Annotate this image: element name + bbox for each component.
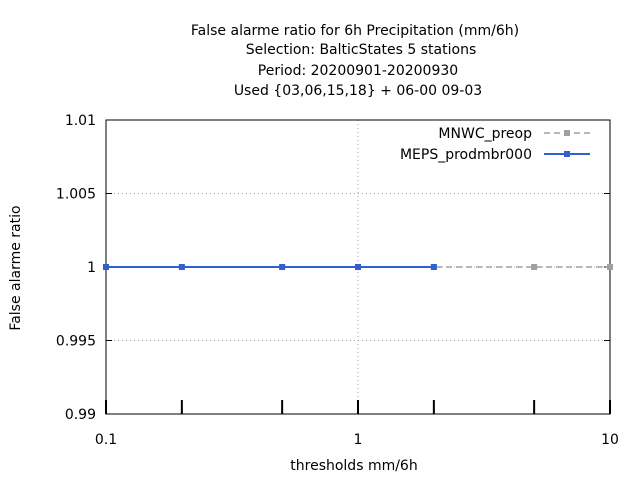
title-line-1: False alarme ratio for 6h Precipitation … bbox=[191, 23, 519, 39]
legend: MNWC_preop MEPS_prodmbr000 bbox=[400, 126, 590, 163]
series-layer bbox=[103, 264, 613, 270]
legend-label: MEPS_prodmbr000 bbox=[400, 147, 532, 163]
data-point-MEPS_prodmbr000 bbox=[178, 264, 185, 270]
y-tick-label: 0.99 bbox=[65, 407, 96, 423]
data-point-MEPS_prodmbr000 bbox=[355, 264, 361, 270]
data-point-MNWC_preop bbox=[531, 264, 538, 270]
y-axis-label: False alarme ratio bbox=[8, 205, 24, 330]
title-line-4: Used {03,06,15,18} + 06-00 09-03 bbox=[234, 83, 482, 99]
title-line-3: Period: 20200901-20200930 bbox=[258, 63, 458, 79]
legend-marker bbox=[564, 130, 570, 136]
x-tick-label: 1 bbox=[354, 432, 363, 448]
x-tick-label: 0.1 bbox=[95, 432, 117, 448]
x-tick-marks bbox=[105, 400, 611, 414]
x-axis-label: thresholds mm/6h bbox=[290, 458, 417, 474]
data-point-MEPS_prodmbr000 bbox=[103, 264, 109, 270]
title-line-2: Selection: BalticStates 5 stations bbox=[246, 42, 476, 58]
x-tick-labels: 0.1 1 10 bbox=[95, 432, 619, 448]
x-tick-label: 10 bbox=[601, 432, 619, 448]
y-tick-label: 0.995 bbox=[56, 334, 96, 350]
data-point-MNWC_preop bbox=[607, 264, 613, 270]
data-point-MEPS_prodmbr000 bbox=[279, 264, 286, 270]
legend-marker bbox=[564, 151, 570, 157]
y-tick-label: 1.01 bbox=[65, 113, 96, 129]
legend-label: MNWC_preop bbox=[438, 126, 532, 142]
y-tick-label: 1 bbox=[87, 260, 96, 276]
chart-title: False alarme ratio for 6h Precipitation … bbox=[191, 23, 519, 99]
y-tick-label: 1.005 bbox=[56, 187, 96, 203]
data-point-MEPS_prodmbr000 bbox=[430, 264, 437, 270]
y-tick-labels: 0.99 0.995 1 1.005 1.01 bbox=[56, 113, 96, 423]
